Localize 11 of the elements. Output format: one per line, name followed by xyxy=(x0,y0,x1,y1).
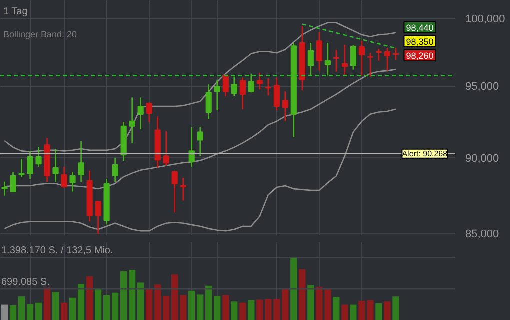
y-tick-label: 90,000 xyxy=(466,152,500,165)
y-tick-label: 95,000 xyxy=(466,81,500,94)
text: 1 Tag xyxy=(4,6,28,18)
text: 98,350 xyxy=(406,37,434,47)
ref-line-label: 699.085 S. xyxy=(2,277,50,288)
ref-line-label: 1.398.170 S. / 132,5 Mio. xyxy=(2,246,114,257)
y-tick-label: 100,000 xyxy=(466,13,506,26)
text: 98,440 xyxy=(406,23,434,33)
text: 98,260 xyxy=(406,51,434,61)
y-tick-label: 85,000 xyxy=(466,228,500,240)
annotation: Bollinger Band: 20 xyxy=(4,30,78,40)
